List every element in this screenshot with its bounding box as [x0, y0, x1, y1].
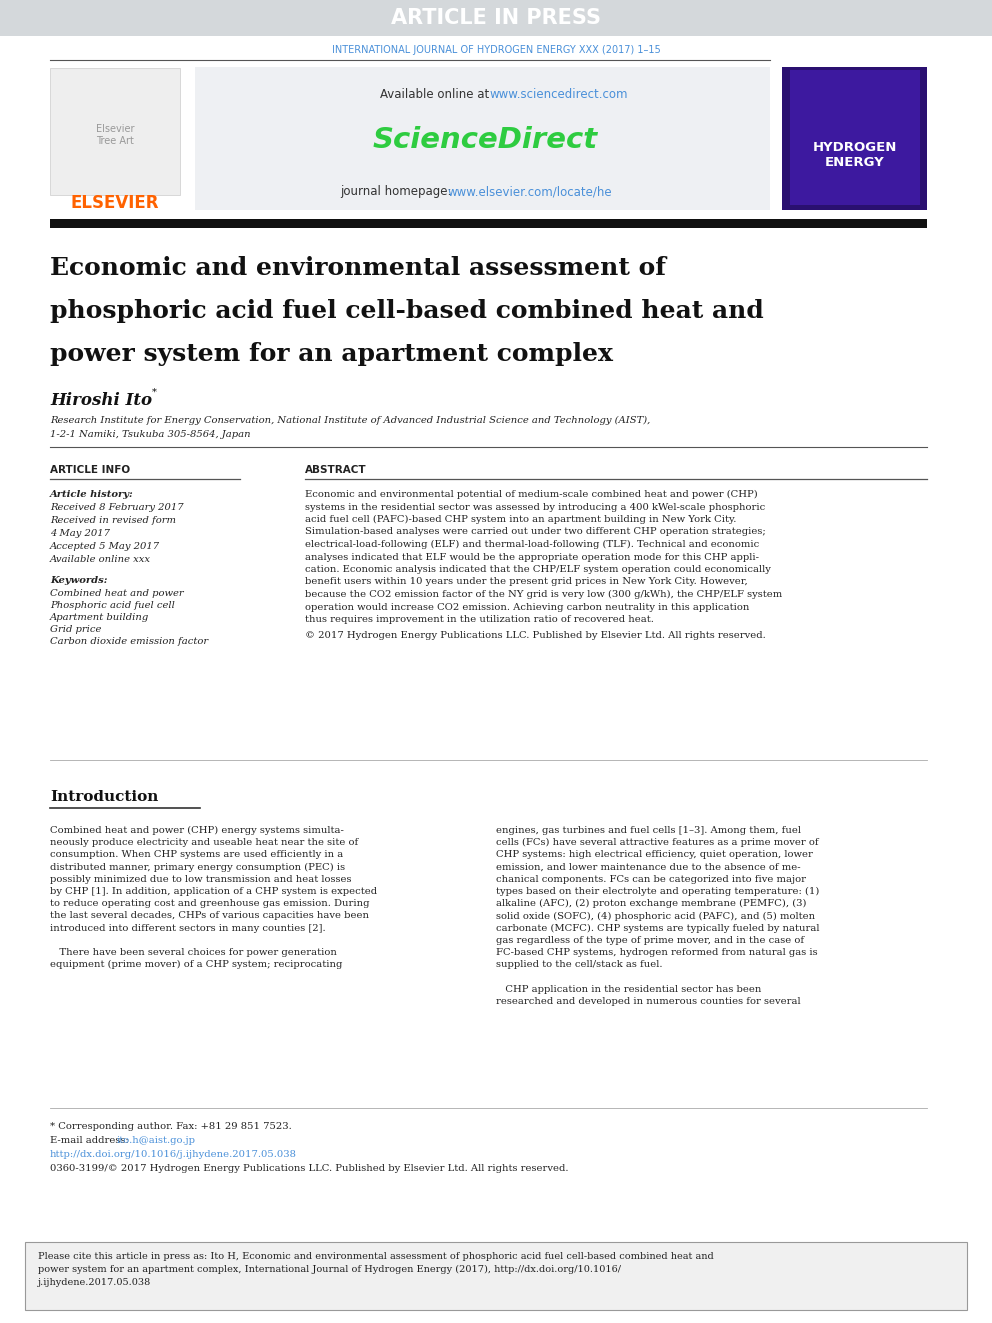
FancyBboxPatch shape	[0, 0, 992, 36]
Text: 1-2-1 Namiki, Tsukuba 305-8564, Japan: 1-2-1 Namiki, Tsukuba 305-8564, Japan	[50, 430, 251, 439]
Text: Available online at: Available online at	[380, 89, 493, 102]
FancyBboxPatch shape	[50, 67, 180, 194]
Text: chanical components. FCs can be categorized into five major: chanical components. FCs can be categori…	[496, 875, 806, 884]
Text: engines, gas turbines and fuel cells [1–3]. Among them, fuel: engines, gas turbines and fuel cells [1–…	[496, 826, 801, 835]
Text: Research Institute for Energy Conservation, National Institute of Advanced Indus: Research Institute for Energy Conservati…	[50, 415, 650, 425]
Text: ARTICLE IN PRESS: ARTICLE IN PRESS	[391, 8, 601, 28]
Text: Received in revised form: Received in revised form	[50, 516, 176, 525]
Text: *: *	[152, 388, 157, 397]
Text: © 2017 Hydrogen Energy Publications LLC. Published by Elsevier Ltd. All rights r: © 2017 Hydrogen Energy Publications LLC.…	[305, 631, 766, 639]
Text: Hiroshi Ito: Hiroshi Ito	[50, 392, 152, 409]
FancyBboxPatch shape	[790, 70, 920, 205]
Text: types based on their electrolyte and operating temperature: (1): types based on their electrolyte and ope…	[496, 886, 819, 896]
Text: possibly minimized due to low transmission and heat losses: possibly minimized due to low transmissi…	[50, 875, 351, 884]
Text: gas regardless of the type of prime mover, and in the case of: gas regardless of the type of prime move…	[496, 935, 805, 945]
Text: E-mail address:: E-mail address:	[50, 1136, 132, 1144]
Text: Combined heat and power (CHP) energy systems simulta-: Combined heat and power (CHP) energy sys…	[50, 826, 344, 835]
FancyBboxPatch shape	[25, 1242, 967, 1310]
Text: neously produce electricity and useable heat near the site of: neously produce electricity and useable …	[50, 839, 358, 847]
Text: Introduction: Introduction	[50, 790, 159, 804]
Text: ELSEVIER: ELSEVIER	[70, 194, 160, 212]
Text: analyses indicated that ELF would be the appropriate operation mode for this CHP: analyses indicated that ELF would be the…	[305, 553, 759, 561]
Text: to reduce operating cost and greenhouse gas emission. During: to reduce operating cost and greenhouse …	[50, 900, 369, 908]
Text: emission, and lower maintenance due to the absence of me-: emission, and lower maintenance due to t…	[496, 863, 801, 872]
Text: INTERNATIONAL JOURNAL OF HYDROGEN ENERGY XXX (2017) 1–15: INTERNATIONAL JOURNAL OF HYDROGEN ENERGY…	[331, 45, 661, 56]
Text: j.ijhydene.2017.05.038: j.ijhydene.2017.05.038	[38, 1278, 151, 1287]
Text: operation would increase CO2 emission. Achieving carbon neutrality in this appli: operation would increase CO2 emission. A…	[305, 602, 749, 611]
Text: power system for an apartment complex, International Journal of Hydrogen Energy : power system for an apartment complex, I…	[38, 1265, 621, 1274]
Text: There have been several choices for power generation: There have been several choices for powe…	[50, 949, 337, 957]
Text: Simulation-based analyses were carried out under two different CHP operation str: Simulation-based analyses were carried o…	[305, 528, 766, 537]
Text: HYDROGEN
ENERGY: HYDROGEN ENERGY	[812, 142, 897, 169]
Text: supplied to the cell/stack as fuel.: supplied to the cell/stack as fuel.	[496, 960, 663, 970]
Text: because the CO2 emission factor of the NY grid is very low (300 g/kWh), the CHP/: because the CO2 emission factor of the N…	[305, 590, 783, 599]
Text: phosphoric acid fuel cell-based combined heat and: phosphoric acid fuel cell-based combined…	[50, 299, 764, 323]
Text: FC-based CHP systems, hydrogen reformed from natural gas is: FC-based CHP systems, hydrogen reformed …	[496, 949, 817, 957]
Text: ABSTRACT: ABSTRACT	[305, 464, 367, 475]
Text: Article history:: Article history:	[50, 490, 134, 499]
Text: http://dx.doi.org/10.1016/j.ijhydene.2017.05.038: http://dx.doi.org/10.1016/j.ijhydene.201…	[50, 1150, 297, 1159]
Text: Combined heat and power: Combined heat and power	[50, 589, 184, 598]
FancyBboxPatch shape	[782, 67, 927, 210]
Text: Grid price: Grid price	[50, 624, 101, 634]
Text: Accepted 5 May 2017: Accepted 5 May 2017	[50, 542, 160, 550]
Text: Carbon dioxide emission factor: Carbon dioxide emission factor	[50, 636, 208, 646]
Text: Economic and environmental potential of medium-scale combined heat and power (CH: Economic and environmental potential of …	[305, 490, 758, 499]
Text: distributed manner, primary energy consumption (PEC) is: distributed manner, primary energy consu…	[50, 863, 345, 872]
Text: researched and developed in numerous counties for several: researched and developed in numerous cou…	[496, 996, 801, 1005]
Text: journal homepage:: journal homepage:	[340, 185, 455, 198]
Text: systems in the residential sector was assessed by introducing a 400 kWel-scale p: systems in the residential sector was as…	[305, 503, 765, 512]
Text: thus requires improvement in the utilization ratio of recovered heat.: thus requires improvement in the utiliza…	[305, 615, 654, 624]
Text: ScienceDirect: ScienceDirect	[372, 126, 597, 153]
Text: Available online xxx: Available online xxx	[50, 556, 151, 564]
Text: power system for an apartment complex: power system for an apartment complex	[50, 343, 613, 366]
Text: electrical-load-following (ELF) and thermal-load-following (TLF). Technical and : electrical-load-following (ELF) and ther…	[305, 540, 759, 549]
Text: benefit users within 10 years under the present grid prices in New York City. Ho: benefit users within 10 years under the …	[305, 578, 748, 586]
Text: introduced into different sectors in many counties [2].: introduced into different sectors in man…	[50, 923, 325, 933]
Text: cells (FCs) have several attractive features as a prime mover of: cells (FCs) have several attractive feat…	[496, 839, 818, 847]
Text: * Corresponding author. Fax: +81 29 851 7523.: * Corresponding author. Fax: +81 29 851 …	[50, 1122, 292, 1131]
Text: www.sciencedirect.com: www.sciencedirect.com	[490, 89, 629, 102]
Text: acid fuel cell (PAFC)-based CHP system into an apartment building in New York Ci: acid fuel cell (PAFC)-based CHP system i…	[305, 515, 736, 524]
FancyBboxPatch shape	[195, 67, 770, 210]
Text: Apartment building: Apartment building	[50, 613, 149, 622]
Text: 4 May 2017: 4 May 2017	[50, 529, 110, 538]
Text: Elsevier
Tree Art: Elsevier Tree Art	[96, 124, 134, 146]
Text: alkaline (AFC), (2) proton exchange membrane (PEMFC), (3): alkaline (AFC), (2) proton exchange memb…	[496, 900, 806, 909]
Text: 0360-3199/© 2017 Hydrogen Energy Publications LLC. Published by Elsevier Ltd. Al: 0360-3199/© 2017 Hydrogen Energy Publica…	[50, 1164, 568, 1174]
Text: equipment (prime mover) of a CHP system; reciprocating: equipment (prime mover) of a CHP system;…	[50, 960, 342, 970]
Text: cation. Economic analysis indicated that the CHP/ELF system operation could econ: cation. Economic analysis indicated that…	[305, 565, 771, 574]
Text: CHP systems: high electrical efficiency, quiet operation, lower: CHP systems: high electrical efficiency,…	[496, 851, 812, 860]
Text: CHP application in the residential sector has been: CHP application in the residential secto…	[496, 984, 762, 994]
Text: solid oxide (SOFC), (4) phosphoric acid (PAFC), and (5) molten: solid oxide (SOFC), (4) phosphoric acid …	[496, 912, 815, 921]
Text: the last several decades, CHPs of various capacities have been: the last several decades, CHPs of variou…	[50, 912, 369, 921]
FancyBboxPatch shape	[50, 220, 927, 228]
Text: Please cite this article in press as: Ito H, Economic and environmental assessme: Please cite this article in press as: It…	[38, 1252, 714, 1261]
Text: by CHP [1]. In addition, application of a CHP system is expected: by CHP [1]. In addition, application of …	[50, 886, 377, 896]
Text: ARTICLE INFO: ARTICLE INFO	[50, 464, 130, 475]
Text: consumption. When CHP systems are used efficiently in a: consumption. When CHP systems are used e…	[50, 851, 343, 860]
Text: Economic and environmental assessment of: Economic and environmental assessment of	[50, 255, 666, 280]
Text: ito.h@aist.go.jp: ito.h@aist.go.jp	[117, 1136, 196, 1144]
Text: carbonate (MCFC). CHP systems are typically fueled by natural: carbonate (MCFC). CHP systems are typica…	[496, 923, 819, 933]
Text: Keywords:: Keywords:	[50, 576, 107, 585]
Text: Received 8 February 2017: Received 8 February 2017	[50, 503, 184, 512]
Text: Phosphoric acid fuel cell: Phosphoric acid fuel cell	[50, 601, 175, 610]
Text: www.elsevier.com/locate/he: www.elsevier.com/locate/he	[447, 185, 612, 198]
